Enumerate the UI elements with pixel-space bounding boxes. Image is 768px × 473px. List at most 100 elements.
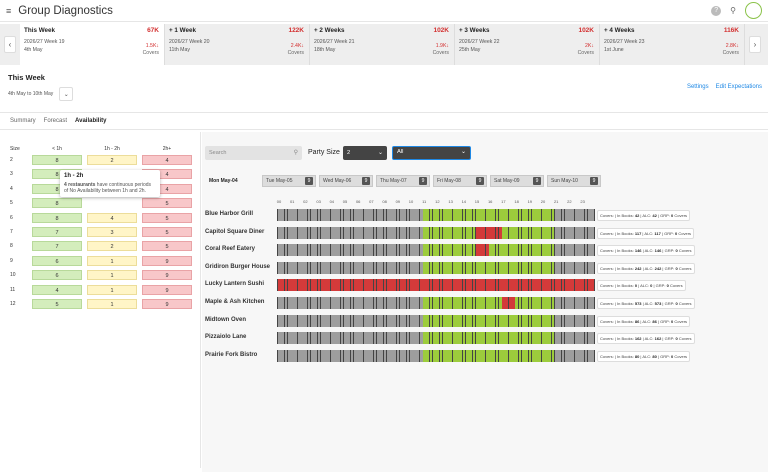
tab-forecast[interactable]: Forecast [43,118,68,124]
time-slot [578,209,581,221]
cell-lt1h[interactable]: 6 [32,270,82,281]
time-slot [574,332,578,345]
cell-lt1h[interactable]: 5 [32,299,82,309]
tab-day[interactable]: Thu May-07 9 [376,175,430,187]
time-slot [403,297,407,309]
availability-bar[interactable] [277,314,595,327]
cell-2h-plus[interactable]: 5 [142,198,192,209]
cell-lt1h[interactable]: 7 [32,227,82,237]
cell-lt1h[interactable]: 8 [32,155,82,165]
time-slot [558,209,562,221]
time-slot [591,297,594,309]
time-slot [449,314,453,327]
time-slot [541,297,545,309]
tab-day[interactable]: Fri May-08 9 [433,175,487,187]
help-icon[interactable]: ? [711,5,722,16]
availability-bar[interactable] [277,209,595,221]
availability-bar[interactable] [277,244,595,257]
week-card[interactable]: + 1 Week 122K 2026/27 Week 20 11th May 2… [165,24,310,65]
cell-lt1h[interactable]: 4 [32,284,82,295]
cell-2h-plus[interactable]: 9 [142,299,192,309]
party-size-select[interactable]: 2 ⌄ [343,146,387,160]
avatar[interactable] [745,2,762,19]
tab-summary[interactable]: Summary [10,118,36,124]
tab-day[interactable]: Sat May-09 9 [490,175,544,187]
cell-1h-2h[interactable]: 2 [87,241,137,252]
menu-icon[interactable]: ≡ [6,5,12,16]
cell-2h-plus[interactable]: 9 [142,255,192,266]
col-header-lt1h: < 1h [52,146,62,152]
cell-1h-2h[interactable]: 1 [87,255,137,266]
range-dropdown-button[interactable]: ⌄ [59,87,74,101]
week-card[interactable]: + 4 Weeks 116K 2026/27 Week 23 1st June … [600,24,745,65]
time-slot [310,279,314,292]
cell-1h-2h[interactable]: 2 [87,155,137,165]
time-slot [492,332,496,345]
cell-1h-2h[interactable]: 1 [87,284,137,295]
cell-lt1h[interactable]: 8 [32,212,82,223]
alc-label: ALC: [642,318,652,324]
cell-2h-plus[interactable]: 4 [142,155,192,165]
time-slot [446,297,449,309]
tab-availability[interactable]: Availability [75,118,107,124]
hour-label: 15 [474,199,480,204]
alc-label: ALC: [642,213,652,218]
time-slot [479,297,482,309]
time-slot [373,332,377,345]
cell-lt1h[interactable]: 7 [32,241,82,252]
week-card[interactable]: This Week 67K 2026/27 Week 19 4th May 1.… [20,24,165,65]
time-slot [370,261,374,274]
cell-2h-plus[interactable]: 5 [142,227,192,237]
settings-link[interactable]: Settings [686,84,709,90]
prev-week-button[interactable]: ‹ [0,24,20,65]
time-slot [495,314,499,327]
time-slot [449,332,453,345]
time-slot [426,261,430,274]
week-name: This Week [24,27,56,34]
tab-day[interactable]: Mon May-04 [205,175,259,187]
time-slot [508,332,512,345]
time-slot [390,349,393,362]
tab-day[interactable]: Wed May-06 9 [319,175,373,187]
cell-lt1h[interactable]: 8 [32,198,82,209]
time-slot [456,314,459,327]
week-card[interactable]: + 2 Weeks 102K 2026/27 Week 21 18th May … [310,24,455,65]
availability-bar[interactable] [277,226,595,239]
availability-bar[interactable] [277,279,595,292]
time-slot [528,332,532,345]
time-slot [416,297,420,309]
cell-2h-plus[interactable]: 5 [142,212,192,223]
availability-bar[interactable] [277,349,595,362]
cell-2h-plus[interactable]: 9 [142,284,192,295]
cell-1h-2h[interactable]: 3 [87,227,137,237]
week-card[interactable]: + 3 Weeks 102K 2026/27 Week 22 25th May … [455,24,600,65]
party-size-value: 2 [347,150,351,156]
hour-label: 19 [527,199,533,204]
restaurant-name: Gridiron Burger House [205,263,271,270]
tab-day[interactable]: Tue May-05 9 [262,175,316,187]
time-slot [327,209,331,221]
restaurant-filter-select[interactable]: All ⌄ [392,146,471,160]
search-input[interactable]: Search ⚲ [205,146,302,160]
time-slot [353,314,357,327]
cell-1h-2h[interactable]: 4 [87,212,137,223]
availability-bar[interactable] [277,297,595,309]
time-slot [475,244,479,257]
time-slot [353,349,357,362]
cell-1h-2h[interactable]: 1 [87,299,137,309]
tab-day[interactable]: Sun May-10 9 [547,175,601,187]
cell-1h-2h[interactable]: 1 [87,270,137,281]
time-slot [373,261,377,274]
cell-2h-plus[interactable]: 9 [142,270,192,281]
availability-bar[interactable] [277,261,595,274]
cell-lt1h[interactable]: 6 [32,255,82,266]
availability-bar[interactable] [277,332,595,345]
cell-2h-plus[interactable]: 5 [142,241,192,252]
time-slot [281,261,285,274]
edit-expectations-link[interactable]: Edit Expectations [715,84,762,90]
time-slot [343,244,347,257]
time-slot [495,332,499,345]
search-icon[interactable]: ⚲ [730,6,736,15]
next-week-button[interactable]: › [745,24,765,65]
time-slot [469,226,473,239]
